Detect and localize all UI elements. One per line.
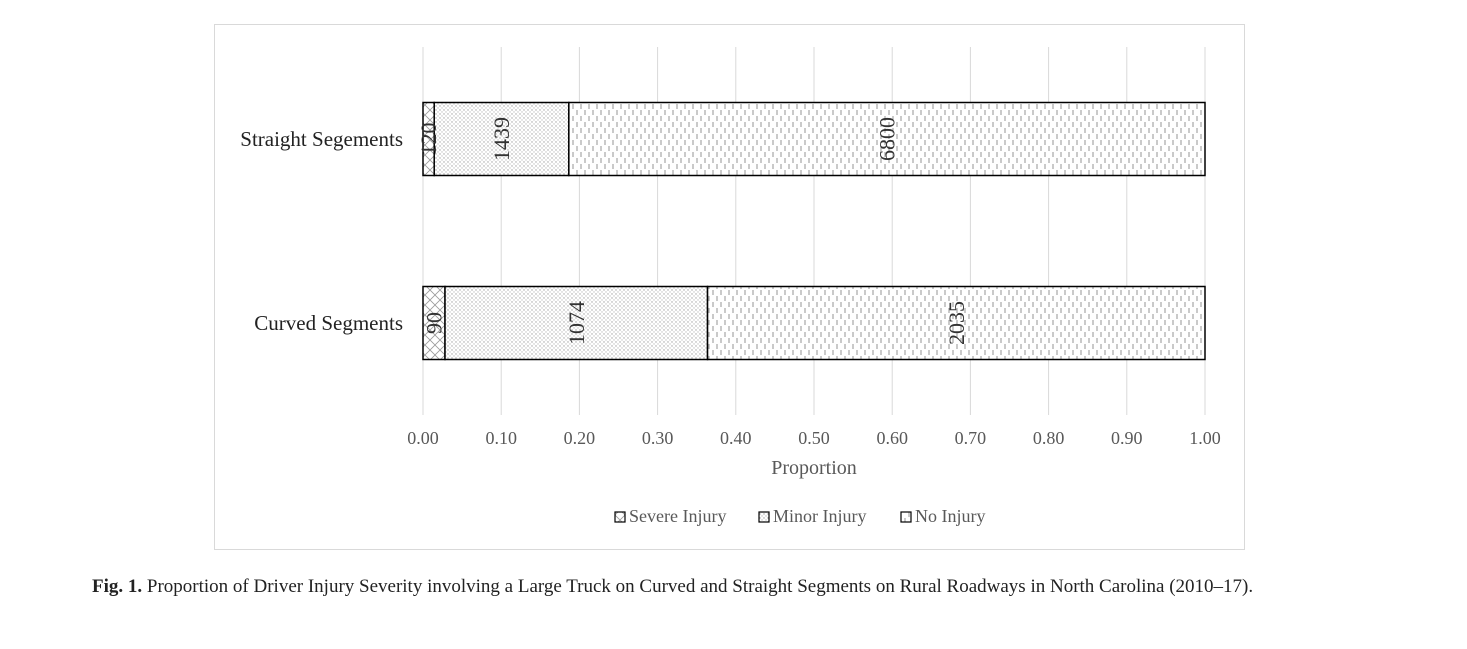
legend-label: Minor Injury: [773, 506, 867, 526]
data-label: 2035: [944, 301, 969, 345]
x-tick-label: 0.50: [798, 428, 830, 448]
legend-label: Severe Injury: [629, 506, 726, 526]
bar-segment-minor-injury: [433, 101, 570, 177]
data-label: 1439: [489, 117, 514, 161]
data-label: 1074: [564, 301, 589, 345]
legend-swatch: [758, 511, 770, 523]
x-tick-labels: 0.00 0.10 0.20 0.30 0.40 0.50 0.60 0.70 0.80 0.90…: [407, 428, 1221, 448]
data-label: 90: [422, 312, 447, 334]
bar-segment-no-injury: [706, 285, 1206, 361]
data-labels: 120 1439 6800 90 1074 2035: [416, 117, 969, 345]
category-label: Curved Segments: [254, 311, 403, 335]
category-labels: Straight Segements Curved Segments: [240, 127, 403, 335]
bar-segment-no-injury: [568, 101, 1206, 177]
legend-swatch: [900, 511, 912, 523]
category-label: Straight Segements: [240, 127, 403, 151]
x-tick-label: 0.10: [485, 428, 517, 448]
data-label: 6800: [874, 117, 899, 161]
x-tick-label: 0.00: [407, 428, 439, 448]
x-tick-label: 0.20: [564, 428, 596, 448]
figure-caption: Fig. 1. Proportion of Driver Injury Seve…: [92, 576, 1432, 598]
stacked-bar-chart: 120 1439 6800 90 1074 2035 Straight Segements…: [240, 47, 1221, 526]
legend-swatch: [614, 511, 626, 523]
x-tick-label: 0.70: [955, 428, 987, 448]
caption-text: Proportion of Driver Injury Severity inv…: [142, 576, 1254, 597]
bars: [422, 101, 1206, 361]
x-tick-label: 0.80: [1033, 428, 1065, 448]
legend: Severe Injury Minor Injury No Injury: [614, 506, 986, 526]
x-tick-label: 0.60: [876, 428, 908, 448]
x-tick-label: 0.30: [642, 428, 674, 448]
x-tick-label: 0.40: [720, 428, 752, 448]
legend-label: No Injury: [915, 506, 986, 526]
x-tick-label: 0.90: [1111, 428, 1143, 448]
chart-frame: 120 1439 6800 90 1074 2035 Straight Segements…: [214, 24, 1245, 550]
x-tick-label: 1.00: [1189, 428, 1221, 448]
x-axis-title: Proportion: [771, 457, 857, 479]
bar-segment-minor-injury: [444, 285, 709, 361]
figure-label: Fig. 1.: [92, 576, 143, 597]
data-label: 120: [416, 123, 441, 156]
